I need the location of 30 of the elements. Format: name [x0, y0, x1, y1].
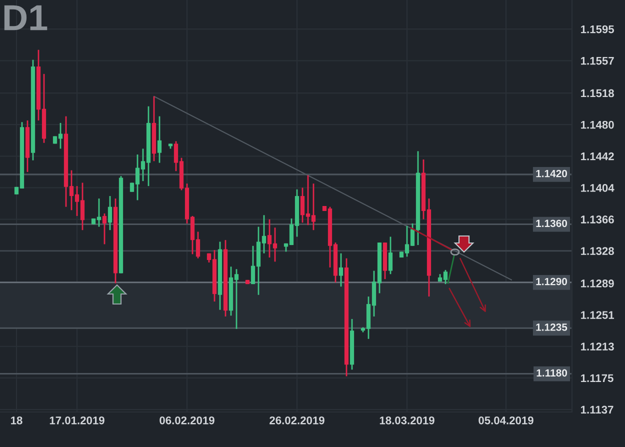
- y-tick-label: 1.1404: [581, 184, 614, 192]
- x-tick-label: 17.01.2019: [50, 416, 104, 424]
- x-tick-label: 05.04.2019: [478, 416, 534, 424]
- y-tick-label: 1.1442: [581, 152, 614, 160]
- x-tick-label: 18: [11, 416, 22, 424]
- x-tick-label: 06.02.2019: [160, 416, 214, 424]
- x-tick-label: 26.02.2019: [270, 416, 324, 424]
- x-tick-label: 18.03.2019: [380, 416, 434, 424]
- candlestick: [338, 252, 344, 288]
- ref-line-label: 1.1180: [536, 369, 567, 377]
- y-tick-label: 1.1289: [581, 280, 614, 288]
- ref-line-label: 1.1420: [536, 170, 567, 178]
- candlestick: [157, 116, 162, 164]
- ref-line-label: 1.1360: [536, 220, 567, 228]
- y-tick-label: 1.1480: [581, 120, 614, 129]
- ref-line-label: 1.1290: [536, 278, 567, 286]
- candlestick: [388, 236, 393, 275]
- y-tick-label: 1.1328: [581, 247, 614, 256]
- candlestick: [108, 195, 112, 231]
- y-tick-label: 1.1175: [581, 374, 614, 382]
- y-tick-label: 1.1595: [581, 25, 614, 34]
- y-tick-label: 1.1137: [581, 406, 614, 414]
- y-tick-label: 1.1366: [581, 216, 614, 224]
- y-tick-label: 1.1251: [581, 311, 614, 319]
- ref-line-label: 1.1235: [536, 324, 568, 331]
- y-tick-label: 1.1213: [581, 342, 614, 351]
- candlestick: [102, 212, 107, 245]
- chart-title: D1: [4, 5, 48, 30]
- y-tick-label: 1.1518: [581, 89, 614, 98]
- y-tick-label: 1.1557: [581, 57, 614, 65]
